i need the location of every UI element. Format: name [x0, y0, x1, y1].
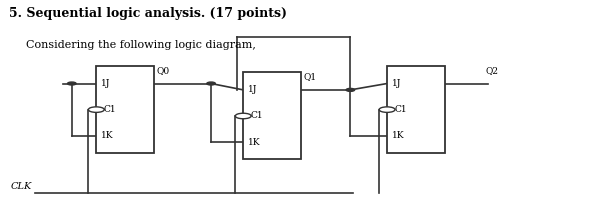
- Text: 1K: 1K: [248, 138, 261, 147]
- Text: 5. Sequential logic analysis. (17 points): 5. Sequential logic analysis. (17 points…: [9, 7, 287, 20]
- Text: CLK: CLK: [10, 182, 32, 191]
- Circle shape: [379, 107, 395, 112]
- Text: 1J: 1J: [101, 79, 111, 88]
- Circle shape: [68, 82, 76, 85]
- Text: C1: C1: [394, 105, 407, 114]
- Bar: [243, 72, 301, 160]
- Bar: [97, 66, 154, 153]
- Text: 1J: 1J: [392, 79, 402, 88]
- Text: C1: C1: [104, 105, 116, 114]
- Bar: [387, 66, 445, 153]
- Text: C1: C1: [250, 112, 263, 120]
- Text: Considering the following logic diagram,: Considering the following logic diagram,: [26, 40, 256, 50]
- Circle shape: [89, 107, 104, 112]
- Text: 1J: 1J: [248, 85, 258, 94]
- Circle shape: [236, 113, 251, 119]
- Text: Q2: Q2: [485, 66, 498, 75]
- Text: Q0: Q0: [156, 66, 169, 75]
- Text: Q1: Q1: [303, 72, 316, 81]
- Circle shape: [207, 82, 215, 85]
- Text: 1K: 1K: [392, 131, 405, 140]
- Text: 1K: 1K: [101, 131, 114, 140]
- Circle shape: [346, 88, 355, 91]
